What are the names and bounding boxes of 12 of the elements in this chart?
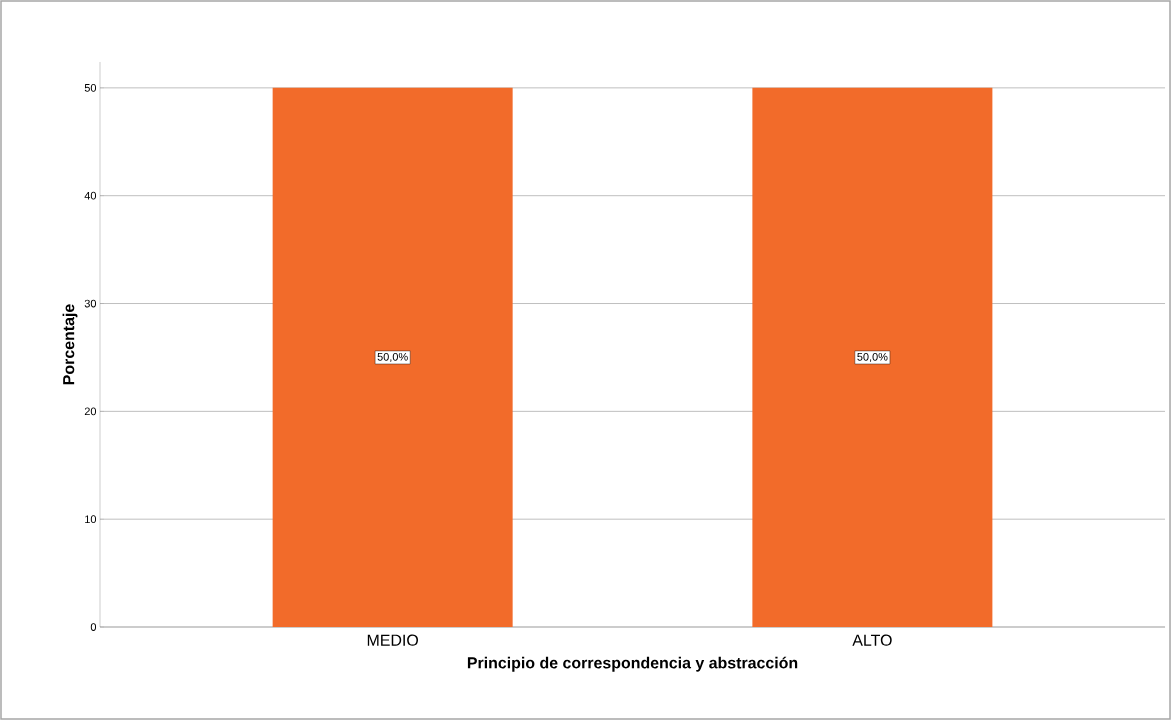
x-tick-label: MEDIO <box>367 634 419 646</box>
x-tick-label: ALTO <box>852 634 892 646</box>
data-label: 50,0% <box>857 352 888 362</box>
y-axis-title: Porcentaje <box>62 304 78 385</box>
y-tick-label: 0 <box>90 623 97 631</box>
y-tick-label: 10 <box>85 515 97 524</box>
y-tick-label: 30 <box>84 299 97 308</box>
data-label: 50,0% <box>377 352 408 362</box>
y-tick-label: 50 <box>84 84 97 92</box>
y-tick-label: 20 <box>84 407 97 416</box>
y-tick-label: 40 <box>84 191 97 200</box>
x-axis-title: Principio de correspondencia y abstracción <box>467 656 798 672</box>
